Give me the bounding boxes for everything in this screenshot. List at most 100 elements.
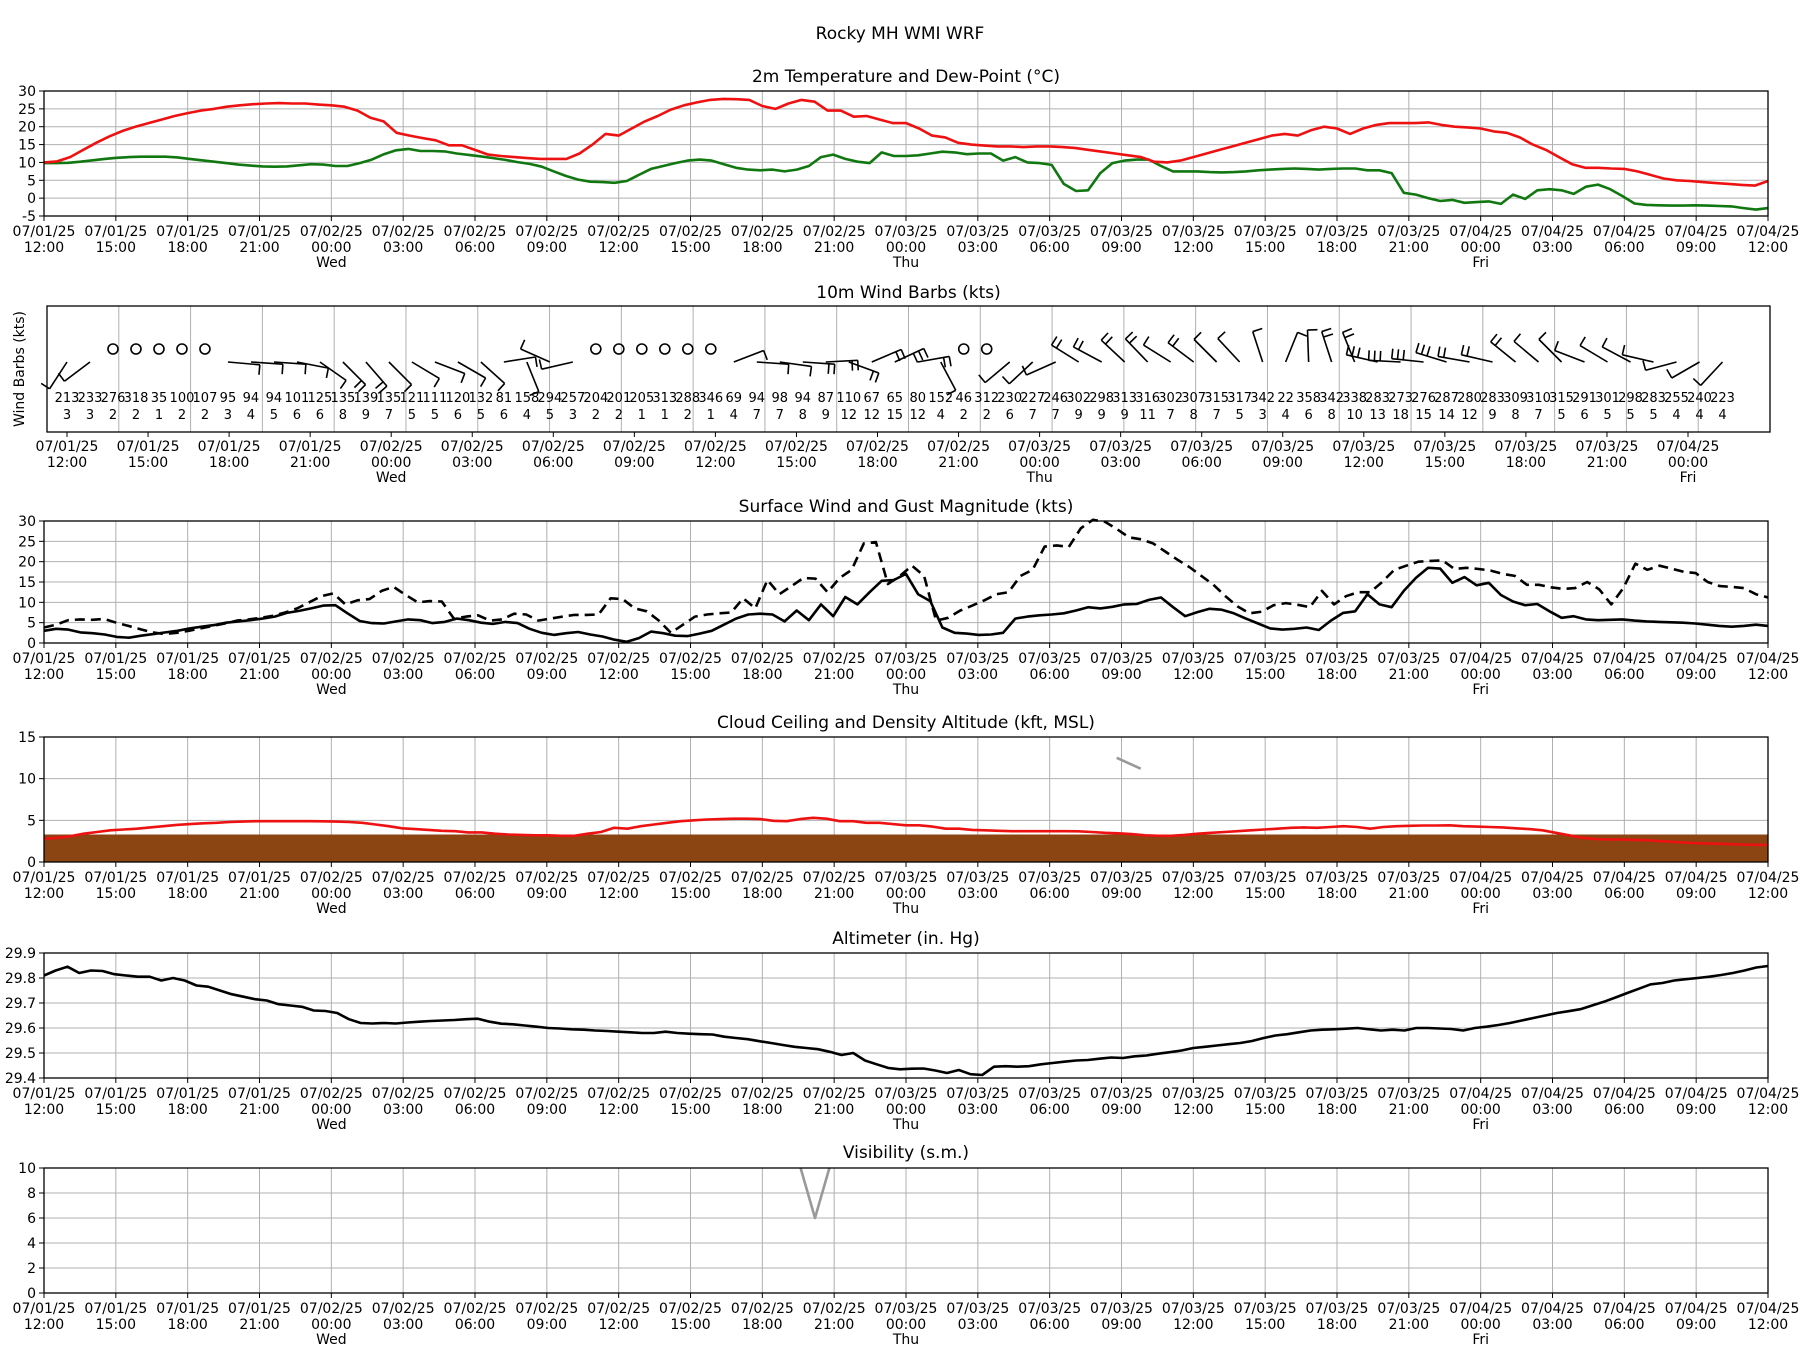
wind-barb-flag <box>357 384 367 393</box>
y-tick-label: 0 <box>27 1286 36 1302</box>
x-tick-label: 12:00 <box>598 1317 638 1333</box>
barb-direction-label: 233 <box>78 391 103 406</box>
x-tick-label: 07/03/25 <box>1234 1086 1297 1102</box>
barb-direction-label: 280 <box>1457 391 1482 406</box>
x-tick-label: 12:00 <box>1344 455 1384 471</box>
x-tick-label: 07/02/25 <box>587 651 650 667</box>
x-tick-label: 07/02/25 <box>659 870 722 886</box>
x-tick-label: 09:00 <box>527 886 567 902</box>
panel-3: Cloud Ceiling and Density Altitude (kft,… <box>13 713 1800 917</box>
x-tick-label: 00:00 <box>1019 455 1059 471</box>
x-tick-label: 07/03/25 <box>875 1086 938 1102</box>
wind-barb <box>434 361 466 375</box>
barb-speed-label: 8 <box>799 408 807 423</box>
x-tick-label: 12:00 <box>598 667 638 683</box>
x-tick-label: 15:00 <box>96 1317 136 1333</box>
x-tick-label: 07/03/25 <box>1162 1086 1225 1102</box>
barb-direction-label: 158 <box>514 391 539 406</box>
x-tick-label: 18:00 <box>167 667 207 683</box>
calm-circle <box>980 343 993 355</box>
wind-barb <box>1700 361 1724 386</box>
x-tick-label: 06:00 <box>1604 240 1644 256</box>
y-tick-label: 15 <box>18 730 36 746</box>
x-tick-label: 07/03/25 <box>1377 1301 1440 1317</box>
x-tick-label: 07/01/25 <box>156 870 219 886</box>
x-tick-label: 15:00 <box>1245 886 1285 902</box>
dewpoint-line <box>44 147 1769 211</box>
wind-barb <box>1284 332 1299 363</box>
wind-barb-flag <box>1396 349 1400 360</box>
barb-speed-label: 2 <box>178 408 186 423</box>
x-tick-label: 07/02/25 <box>731 1301 794 1317</box>
y-tick-label: 10 <box>18 772 36 788</box>
wind-barb-flag <box>1167 334 1175 344</box>
x-tick-label: 07/02/25 <box>444 224 507 240</box>
x-tick-label: 06:00 <box>1182 455 1222 471</box>
wind-barb-flag <box>1128 335 1138 344</box>
x-tick-label: 03:00 <box>958 1317 998 1333</box>
barb-speed-label: 4 <box>1718 408 1726 423</box>
wind-barb-flag <box>827 363 830 374</box>
x-tick-label: 07/01/25 <box>228 224 291 240</box>
panel-0: 2m Temperature and Dew-Point (°C)-505101… <box>13 67 1800 271</box>
y-tick-label: 29.6 <box>5 1021 36 1037</box>
x-tick-label: 07/02/25 <box>803 1301 866 1317</box>
figure-title: Rocky MH WMI WRF <box>816 24 985 44</box>
x-tick-label: 12:00 <box>1173 667 1213 683</box>
x-tick-label: 06:00 <box>1604 1317 1644 1333</box>
x-tick-label: 07/02/25 <box>731 870 794 886</box>
wind-barb-flag <box>529 390 540 397</box>
barb-direction-label: 223 <box>1710 391 1735 406</box>
wind-barb-flag <box>1460 344 1465 355</box>
x-tick-label: 07/01/25 <box>228 1086 291 1102</box>
barb-direction-label: 152 <box>928 391 953 406</box>
barb-direction-label: 65 <box>886 391 903 406</box>
x-tick-label: 07/04/25 <box>1665 870 1728 886</box>
x-tick-label: 12:00 <box>24 1317 64 1333</box>
wind-barb <box>1554 349 1585 363</box>
x-tick-label: 07/01/25 <box>156 224 219 240</box>
barb-speed-label: 4 <box>937 408 945 423</box>
calm-circle <box>130 343 142 355</box>
day-label: Fri <box>1680 470 1697 486</box>
wind-barb-flag <box>1077 340 1084 351</box>
barb-direction-label: 121 <box>399 391 424 406</box>
x-tick-label: 07/03/25 <box>1377 870 1440 886</box>
x-tick-label: 07/04/25 <box>1657 439 1720 455</box>
x-tick-label: 07/03/25 <box>875 224 938 240</box>
barb-direction-label: 315 <box>1204 391 1229 406</box>
x-tick-label: 07/03/25 <box>1018 224 1081 240</box>
x-tick-label: 00:00 <box>886 667 926 683</box>
y-tick-label: 29.7 <box>5 996 36 1012</box>
barb-speed-label: 12 <box>863 408 880 423</box>
wind-barb <box>273 361 306 366</box>
barb-speed-label: 2 <box>960 408 968 423</box>
x-tick-label: 07/03/25 <box>1332 439 1395 455</box>
x-tick-label: 15:00 <box>96 667 136 683</box>
barb-direction-label: 246 <box>1043 391 1068 406</box>
wind-barb <box>1513 340 1540 363</box>
y-tick-label: 29.5 <box>5 1046 36 1062</box>
barb-direction-label: 313 <box>1112 391 1137 406</box>
barb-speed-label: 3 <box>224 408 232 423</box>
x-tick-label: 06:00 <box>455 1102 495 1118</box>
wind-barb-flag <box>978 374 986 384</box>
gust-line <box>43 518 1769 636</box>
x-tick-label: 07/03/25 <box>1413 439 1476 455</box>
wind-barb-flag <box>1390 348 1394 359</box>
x-tick-label: 09:00 <box>1676 886 1716 902</box>
barb-direction-label: 46 <box>955 391 972 406</box>
x-tick-label: 06:00 <box>455 886 495 902</box>
x-tick-label: 07/03/25 <box>1162 870 1225 886</box>
x-tick-label: 12:00 <box>1748 240 1788 256</box>
x-tick-label: 07/04/25 <box>1521 870 1584 886</box>
panel-title: 2m Temperature and Dew-Point (°C) <box>752 67 1060 87</box>
x-tick-label: 09:00 <box>1676 1102 1716 1118</box>
barb-direction-label: 276 <box>101 391 126 406</box>
x-tick-label: 21:00 <box>814 667 854 683</box>
barb-direction-label: 283 <box>1480 391 1505 406</box>
barb-direction-label: 298 <box>1618 391 1643 406</box>
x-tick-label: 18:00 <box>1317 1102 1357 1118</box>
x-tick-label: 21:00 <box>814 886 854 902</box>
wind-barb-flag <box>1001 375 1010 385</box>
